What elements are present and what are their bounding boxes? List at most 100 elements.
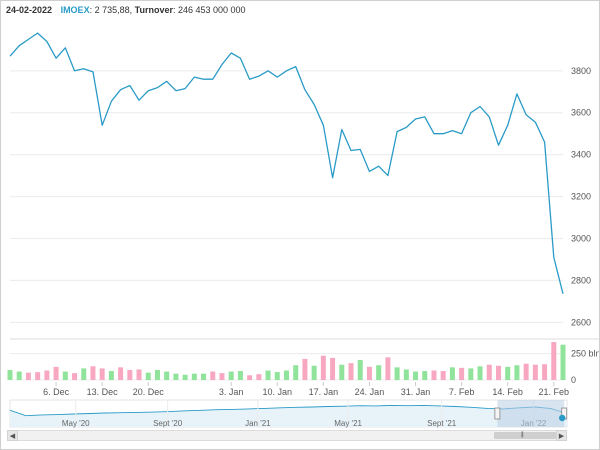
volume-bar bbox=[274, 372, 280, 380]
volume-bar bbox=[72, 373, 78, 380]
volume-bar bbox=[320, 355, 326, 380]
volume-bar bbox=[514, 365, 520, 380]
volume-bar bbox=[339, 364, 345, 380]
volume-bar bbox=[173, 373, 179, 380]
volume-bar bbox=[7, 369, 13, 380]
volume-bar bbox=[440, 371, 446, 380]
volume-bar bbox=[127, 369, 133, 380]
volume-bar bbox=[284, 370, 289, 380]
x-tick-label: 3. Jan bbox=[219, 387, 244, 397]
volume-bar bbox=[422, 371, 428, 380]
navigator-left-handle[interactable] bbox=[494, 407, 501, 420]
volume-bar bbox=[394, 367, 400, 380]
chart-header: 24-02-2022 IMOEX: 2 735,88, Turnover: 24… bbox=[6, 5, 246, 15]
scrollbar-thumb[interactable]: ||| bbox=[494, 432, 556, 439]
volume-bar bbox=[25, 372, 31, 380]
x-tick-label: 31. Jan bbox=[401, 387, 431, 397]
volume-bar bbox=[385, 357, 391, 380]
volume-bar bbox=[118, 367, 124, 380]
volume-bar bbox=[90, 366, 96, 380]
volume-bar bbox=[366, 366, 372, 380]
x-tick-label: 10. Jan bbox=[263, 387, 293, 397]
x-tick-label: 7. Feb bbox=[449, 387, 475, 397]
volume-bar bbox=[348, 363, 354, 380]
volume-bar bbox=[35, 372, 41, 380]
price-tick-label: 3400 bbox=[571, 150, 591, 160]
volume-bar bbox=[495, 365, 501, 380]
volume-bar bbox=[44, 370, 50, 380]
volume-bar bbox=[523, 363, 529, 380]
volume-bar bbox=[431, 370, 437, 380]
volume-bar bbox=[542, 364, 548, 380]
price-tick-label: 2800 bbox=[571, 275, 591, 285]
volume-bar bbox=[219, 373, 225, 380]
volume-bar bbox=[413, 371, 419, 380]
navigator-area bbox=[10, 405, 567, 427]
price-tick-label: 3200 bbox=[571, 192, 591, 202]
volume-bar bbox=[449, 367, 455, 380]
navigator-label: May '20 bbox=[62, 419, 90, 428]
price-tick-label: 2600 bbox=[571, 317, 591, 327]
volume-tick-label: 250 bln bbox=[571, 349, 599, 359]
volume-bar bbox=[477, 366, 483, 380]
navigator-series-line bbox=[9, 404, 568, 417]
header-turnover-value: : 246 453 000 000 bbox=[172, 5, 246, 15]
volume-bar bbox=[376, 365, 382, 380]
x-tick-label: 14. Feb bbox=[492, 387, 523, 397]
volume-bar bbox=[154, 369, 160, 380]
volume-bar bbox=[237, 371, 243, 380]
navigator-label: Sept '20 bbox=[153, 419, 183, 428]
navigator-selected-range[interactable] bbox=[497, 400, 565, 427]
volume-bar bbox=[210, 371, 216, 380]
volume-bar bbox=[201, 373, 207, 380]
price-tick-label: 3000 bbox=[571, 233, 591, 243]
volume-bar bbox=[403, 369, 409, 380]
x-tick-label: 6. Dec bbox=[43, 387, 70, 397]
volume-bar bbox=[468, 368, 474, 380]
volume-bar bbox=[247, 375, 253, 380]
x-tick-label: 21. Feb bbox=[539, 387, 570, 397]
scroll-right-arrow-icon[interactable]: ▶ bbox=[556, 430, 567, 441]
volume-bar bbox=[265, 370, 271, 380]
header-turnover-label: Turnover bbox=[134, 5, 173, 15]
volume-bar bbox=[62, 371, 68, 380]
scrollbar-grip-icon: ||| bbox=[521, 432, 524, 438]
x-tick-label: 24. Jan bbox=[355, 387, 385, 397]
volume-bar bbox=[486, 364, 492, 380]
volume-bar bbox=[136, 369, 142, 380]
navigator-label: Sept '21 bbox=[427, 419, 457, 428]
volume-bar bbox=[53, 366, 59, 380]
volume-bar bbox=[182, 374, 188, 380]
volume-bar bbox=[81, 368, 87, 380]
navigator-end-marker bbox=[559, 414, 566, 422]
volume-bar bbox=[560, 344, 566, 380]
volume-bar bbox=[16, 371, 22, 380]
x-tick-label: 13. Dec bbox=[87, 387, 119, 397]
price-tick-label: 3600 bbox=[571, 108, 591, 118]
header-index-name: IMOEX bbox=[60, 5, 90, 15]
header-index-value: : 2 735,88, bbox=[89, 5, 133, 15]
volume-bar bbox=[228, 371, 234, 380]
volume-bar bbox=[302, 358, 308, 380]
header-date: 24-02-2022 bbox=[6, 5, 53, 15]
volume-bar bbox=[256, 374, 262, 380]
x-tick-label: 17. Jan bbox=[309, 387, 339, 397]
volume-bar bbox=[108, 371, 114, 380]
volume-bar bbox=[330, 357, 336, 380]
volume-bar bbox=[505, 366, 511, 380]
scroll-left-arrow-icon[interactable]: ◀ bbox=[7, 430, 18, 441]
price-series-line bbox=[9, 32, 564, 294]
navigator-label: Jan '21 bbox=[245, 419, 271, 428]
navigator-label: May '21 bbox=[334, 419, 362, 428]
volume-bar bbox=[357, 359, 363, 380]
navigator-scrollbar[interactable]: ◀ ||| ▶ bbox=[7, 430, 567, 441]
price-tick-label: 3800 bbox=[571, 66, 591, 76]
volume-bar bbox=[191, 373, 197, 380]
x-tick-label: 20. Dec bbox=[133, 387, 165, 397]
volume-bar bbox=[99, 368, 105, 380]
volume-bar bbox=[551, 342, 557, 380]
volume-zero-label: 0 bbox=[571, 375, 576, 385]
volume-bar bbox=[293, 365, 299, 380]
